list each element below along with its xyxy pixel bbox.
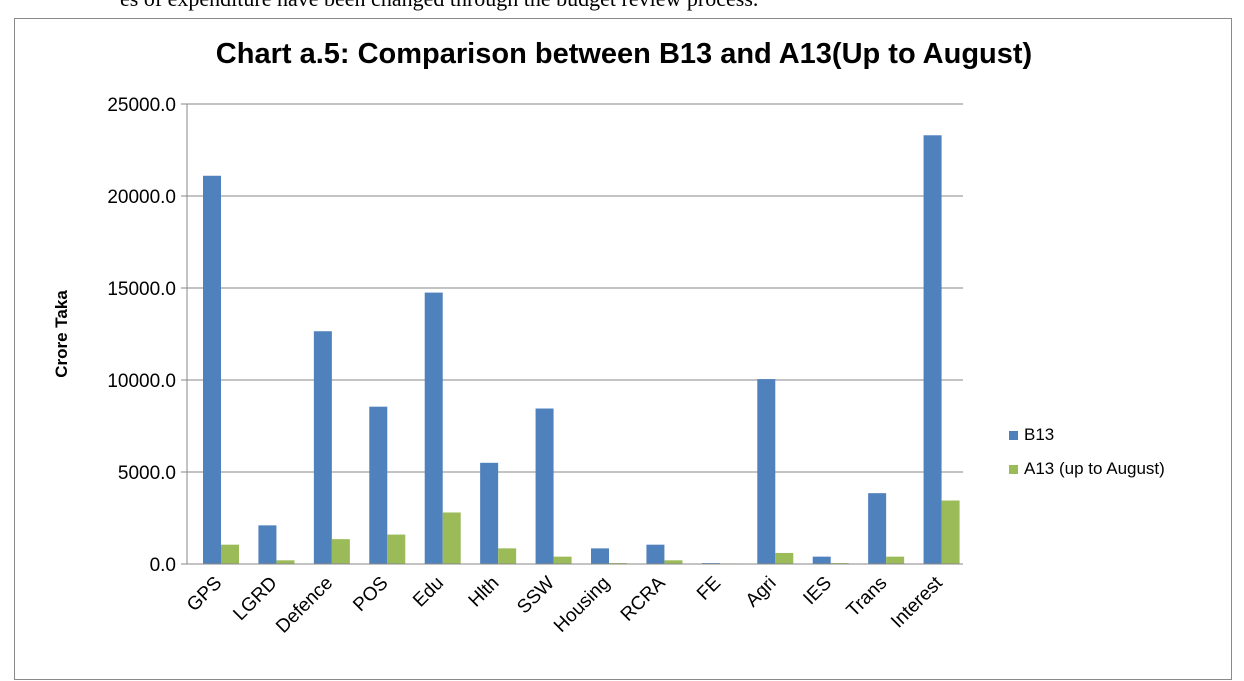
- bar-a13-rcra: [664, 560, 683, 564]
- gridlines: [187, 103, 963, 565]
- y-axis-label: Crore Taka: [52, 290, 71, 378]
- bar-a13-interest: [941, 500, 960, 564]
- bar-b13-gps: [203, 175, 221, 564]
- page-top-text: es of expenditure have been changed thro…: [120, 0, 758, 12]
- bar-a13-edu: [442, 512, 461, 564]
- x-tick-label: Agri: [742, 573, 781, 612]
- bar-b13-edu: [424, 292, 443, 564]
- y-tick-label: 10000.0: [107, 371, 176, 392]
- x-tick-label: Edu: [409, 573, 448, 612]
- x-tick-label: FE: [693, 573, 725, 605]
- x-tick-label: IES: [799, 573, 836, 610]
- bar-b13-trans: [868, 493, 887, 564]
- legend-label-b13: B13: [1024, 425, 1054, 444]
- bar-b13-pos: [369, 406, 388, 564]
- bar-b13-hlth: [480, 462, 499, 564]
- x-tick-label: SSW: [513, 573, 558, 618]
- x-tick-label: Interest: [887, 572, 947, 632]
- bar-b13-interest: [923, 135, 942, 564]
- x-tick-label: Hlth: [465, 573, 504, 612]
- bar-a13-hlth: [498, 548, 517, 564]
- y-tick-label: 5000.0: [118, 463, 176, 484]
- x-tick-label: Housing: [550, 573, 614, 637]
- y-tick-label: 20000.0: [107, 187, 176, 208]
- y-axis-ticks: 0.0 5000.0 10000.0 15000.0 20000.0 25000.0: [107, 95, 188, 576]
- x-tick-label: GPS: [183, 573, 226, 616]
- bar-b13-defence: [313, 331, 332, 564]
- legend-label-a13: A13 (up to August): [1024, 459, 1165, 478]
- bar-b13-agri: [757, 379, 776, 564]
- x-tick-label: Defence: [272, 573, 337, 638]
- y-tick-label: 15000.0: [107, 279, 176, 300]
- bar-a13-lgrd: [276, 560, 295, 564]
- bar-b13-lgrd: [258, 525, 277, 564]
- bar-b13-housing: [591, 548, 609, 564]
- bar-b13-rcra: [646, 544, 665, 564]
- y-tick-label: 0.0: [150, 555, 176, 576]
- legend: B13 A13 (up to August): [1009, 425, 1165, 478]
- bar-a13-defence: [331, 539, 350, 564]
- bar-a13-ssw: [553, 556, 572, 564]
- bar-b13-ssw: [535, 408, 554, 564]
- legend-swatch-a13: [1009, 465, 1018, 474]
- bars: [203, 135, 960, 564]
- x-tick-label: LGRD: [229, 573, 281, 625]
- bar-b13-ies: [812, 556, 831, 564]
- x-tick-label: RCRA: [617, 572, 670, 625]
- bar-a13-agri: [775, 552, 794, 564]
- x-tick-label: Trans: [843, 573, 892, 622]
- x-tick-label: POS: [349, 573, 392, 616]
- chart-title: Chart a.5: Comparison between B13 and A1…: [216, 38, 1032, 70]
- y-tick-label: 25000.0: [107, 95, 176, 116]
- legend-swatch-b13: [1009, 431, 1018, 440]
- bar-a13-trans: [886, 556, 905, 564]
- bar-a13-gps: [221, 544, 239, 564]
- bar-a13-pos: [387, 534, 406, 564]
